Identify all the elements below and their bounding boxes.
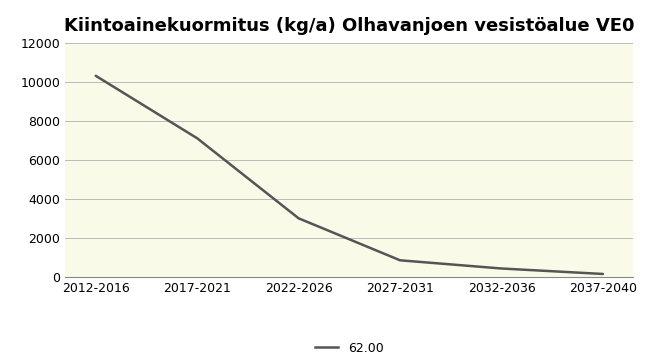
Legend: 62.00: 62.00 [310, 337, 389, 355]
Title: Kiintoainekuormitus (kg/a) Olhavanjoen vesistöalue VE0: Kiintoainekuormitus (kg/a) Olhavanjoen v… [64, 17, 635, 36]
